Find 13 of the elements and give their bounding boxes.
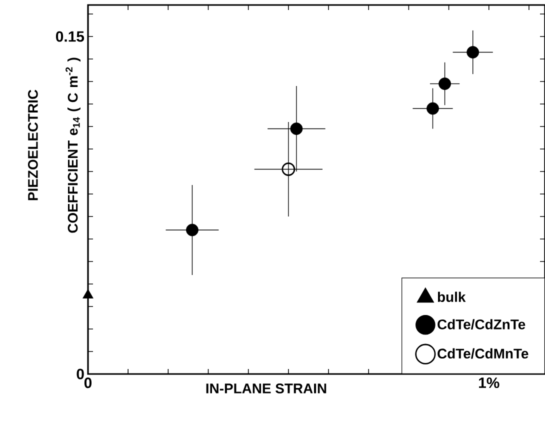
x-axis-title: IN-PLANE STRAIN [206,384,326,394]
point [426,102,439,115]
y-tick-label: 0.15 [56,31,84,42]
legend-label: CdTe/CdMnTe [438,348,528,359]
point [82,289,94,298]
legend-label: CdTe/CdZnTe [438,319,526,330]
point [438,78,451,90]
point [466,46,480,58]
x-tick-label: 1% [479,378,500,388]
text: PIEZOELECTRIC COEFFICIENT e$_{14}$ ( C m$^{-2}$ ) [28,58,80,233]
point [290,122,303,135]
point [186,224,198,236]
legend-label: bulk [438,292,466,302]
